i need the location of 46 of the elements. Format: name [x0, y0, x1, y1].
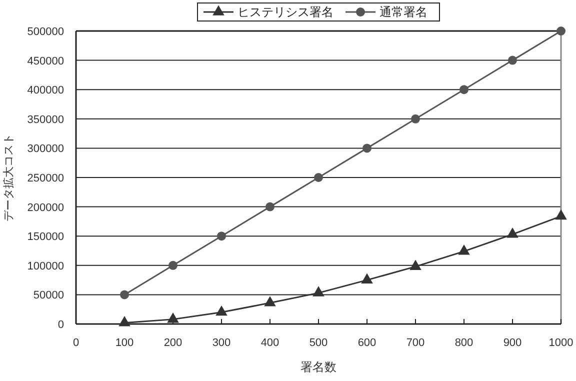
y-tick-label: 400000: [27, 84, 64, 97]
point: [312, 286, 324, 296]
y-tick-label: 100000: [27, 260, 64, 272]
legend-label: ヒステリシス署名: [238, 5, 334, 19]
x-tick-label: 1000: [548, 337, 574, 349]
point: [556, 26, 566, 36]
x-tick-label: 100: [115, 337, 134, 349]
y-tick-label: 500000: [27, 26, 64, 38]
point: [460, 85, 468, 94]
point: [508, 56, 517, 65]
x-axis-title: 署名数: [300, 360, 336, 374]
x-tick-label: 700: [406, 337, 425, 349]
point: [411, 114, 420, 124]
point: [361, 273, 373, 284]
y-axis-title: データ拡大コスト: [2, 134, 15, 222]
x-tick-label: 200: [164, 337, 182, 349]
point: [458, 244, 470, 255]
x-tick-label: 800: [454, 337, 474, 349]
y-tick-label: 350000: [27, 114, 64, 126]
point: [266, 202, 274, 212]
y-tick-label: 150000: [27, 231, 64, 244]
point: [362, 144, 372, 153]
point: [120, 290, 129, 300]
point: [314, 173, 323, 182]
point: [555, 209, 567, 220]
point: [217, 232, 226, 241]
point: [506, 228, 518, 238]
y-tick-label: 300000: [27, 143, 64, 156]
x-tick-label: 600: [358, 337, 376, 349]
x-tick-label: 900: [503, 337, 522, 349]
y-tick-label: 450000: [27, 55, 64, 68]
legend-label: 通常署名: [380, 5, 428, 19]
y-tick-label: 50000: [33, 290, 64, 302]
x-tick-label: 0: [72, 337, 80, 349]
point: [168, 260, 178, 270]
point: [118, 316, 130, 326]
point: [410, 260, 422, 270]
x-tick-label: 300: [212, 337, 231, 349]
point: [264, 296, 276, 306]
x-tick-label: 500: [309, 337, 328, 349]
point: [216, 305, 228, 316]
y-tick-label: 200000: [27, 202, 64, 214]
y-tick-label: 250000: [27, 172, 64, 184]
x-tick-label: 400: [260, 337, 280, 349]
y-tick-label: 0: [58, 319, 64, 331]
point: [167, 312, 179, 323]
